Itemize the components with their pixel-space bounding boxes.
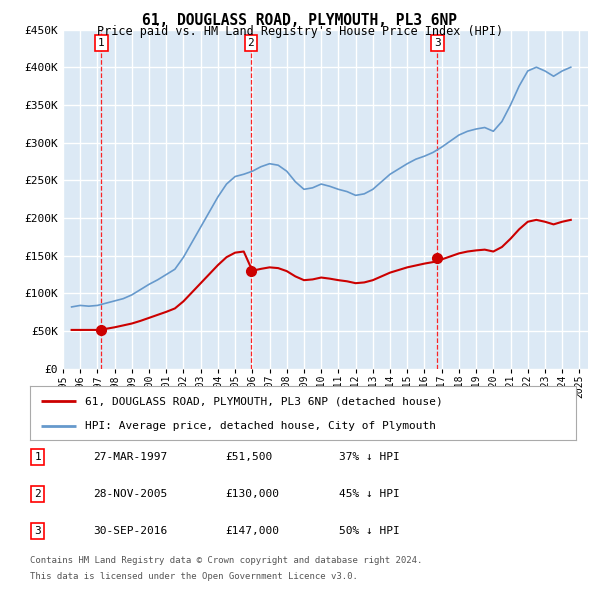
Text: 3: 3: [34, 526, 41, 536]
Text: 61, DOUGLASS ROAD, PLYMOUTH, PL3 6NP: 61, DOUGLASS ROAD, PLYMOUTH, PL3 6NP: [143, 13, 458, 28]
Text: This data is licensed under the Open Government Licence v3.0.: This data is licensed under the Open Gov…: [30, 572, 358, 581]
Text: 61, DOUGLASS ROAD, PLYMOUTH, PL3 6NP (detached house): 61, DOUGLASS ROAD, PLYMOUTH, PL3 6NP (de…: [85, 396, 442, 407]
Text: 2: 2: [247, 38, 254, 48]
Text: 37% ↓ HPI: 37% ↓ HPI: [339, 453, 400, 462]
Text: 1: 1: [98, 38, 105, 48]
Text: £51,500: £51,500: [225, 453, 272, 462]
Text: 30-SEP-2016: 30-SEP-2016: [93, 526, 167, 536]
Text: 27-MAR-1997: 27-MAR-1997: [93, 453, 167, 462]
Text: 50% ↓ HPI: 50% ↓ HPI: [339, 526, 400, 536]
Text: 3: 3: [434, 38, 441, 48]
Text: Contains HM Land Registry data © Crown copyright and database right 2024.: Contains HM Land Registry data © Crown c…: [30, 556, 422, 565]
Text: £130,000: £130,000: [225, 489, 279, 499]
Text: £147,000: £147,000: [225, 526, 279, 536]
Text: 28-NOV-2005: 28-NOV-2005: [93, 489, 167, 499]
Text: Price paid vs. HM Land Registry's House Price Index (HPI): Price paid vs. HM Land Registry's House …: [97, 25, 503, 38]
Text: 2: 2: [34, 489, 41, 499]
Text: 1: 1: [34, 453, 41, 462]
Text: 45% ↓ HPI: 45% ↓ HPI: [339, 489, 400, 499]
Text: HPI: Average price, detached house, City of Plymouth: HPI: Average price, detached house, City…: [85, 421, 436, 431]
